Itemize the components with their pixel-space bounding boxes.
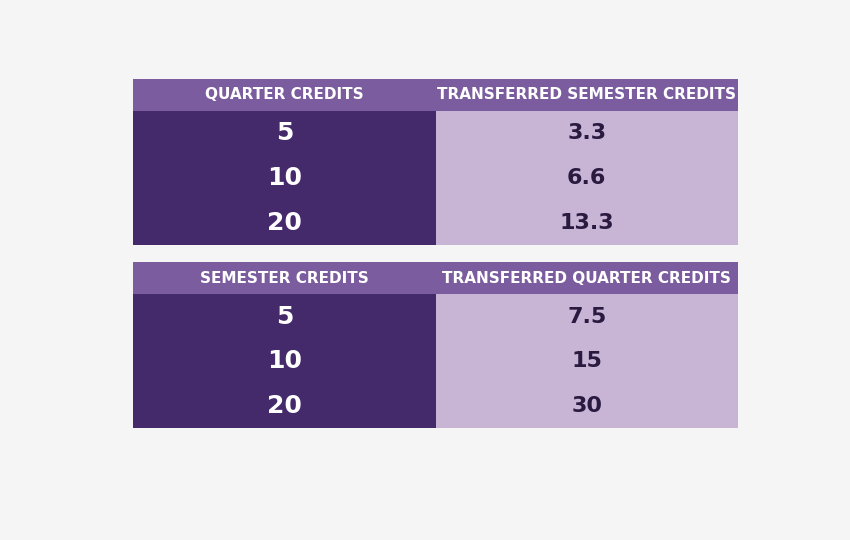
- Bar: [435, 200, 738, 245]
- Bar: [435, 156, 738, 200]
- Bar: [435, 294, 738, 339]
- Text: QUARTER CREDITS: QUARTER CREDITS: [205, 87, 364, 103]
- Bar: [133, 262, 435, 294]
- Bar: [133, 294, 435, 339]
- Bar: [133, 79, 435, 111]
- Bar: [133, 200, 435, 245]
- Text: 15: 15: [571, 351, 602, 372]
- Bar: [435, 111, 738, 156]
- Bar: [133, 111, 435, 156]
- Text: 20: 20: [267, 211, 302, 235]
- Text: 20: 20: [267, 394, 302, 418]
- Bar: [133, 383, 435, 428]
- Text: SEMESTER CREDITS: SEMESTER CREDITS: [200, 271, 369, 286]
- Text: 13.3: 13.3: [559, 213, 614, 233]
- Text: 30: 30: [571, 396, 603, 416]
- Text: 5: 5: [275, 305, 293, 328]
- Bar: [435, 383, 738, 428]
- Bar: [435, 79, 738, 111]
- Text: TRANSFERRED QUARTER CREDITS: TRANSFERRED QUARTER CREDITS: [442, 271, 731, 286]
- Bar: [133, 339, 435, 383]
- Text: TRANSFERRED SEMESTER CREDITS: TRANSFERRED SEMESTER CREDITS: [437, 87, 736, 103]
- Text: 10: 10: [267, 166, 302, 190]
- Text: 3.3: 3.3: [567, 123, 606, 143]
- Bar: [435, 262, 738, 294]
- Text: 7.5: 7.5: [567, 307, 606, 327]
- Text: 10: 10: [267, 349, 302, 373]
- Bar: [435, 339, 738, 383]
- Bar: [133, 156, 435, 200]
- Text: 5: 5: [275, 122, 293, 145]
- Text: 6.6: 6.6: [567, 168, 606, 188]
